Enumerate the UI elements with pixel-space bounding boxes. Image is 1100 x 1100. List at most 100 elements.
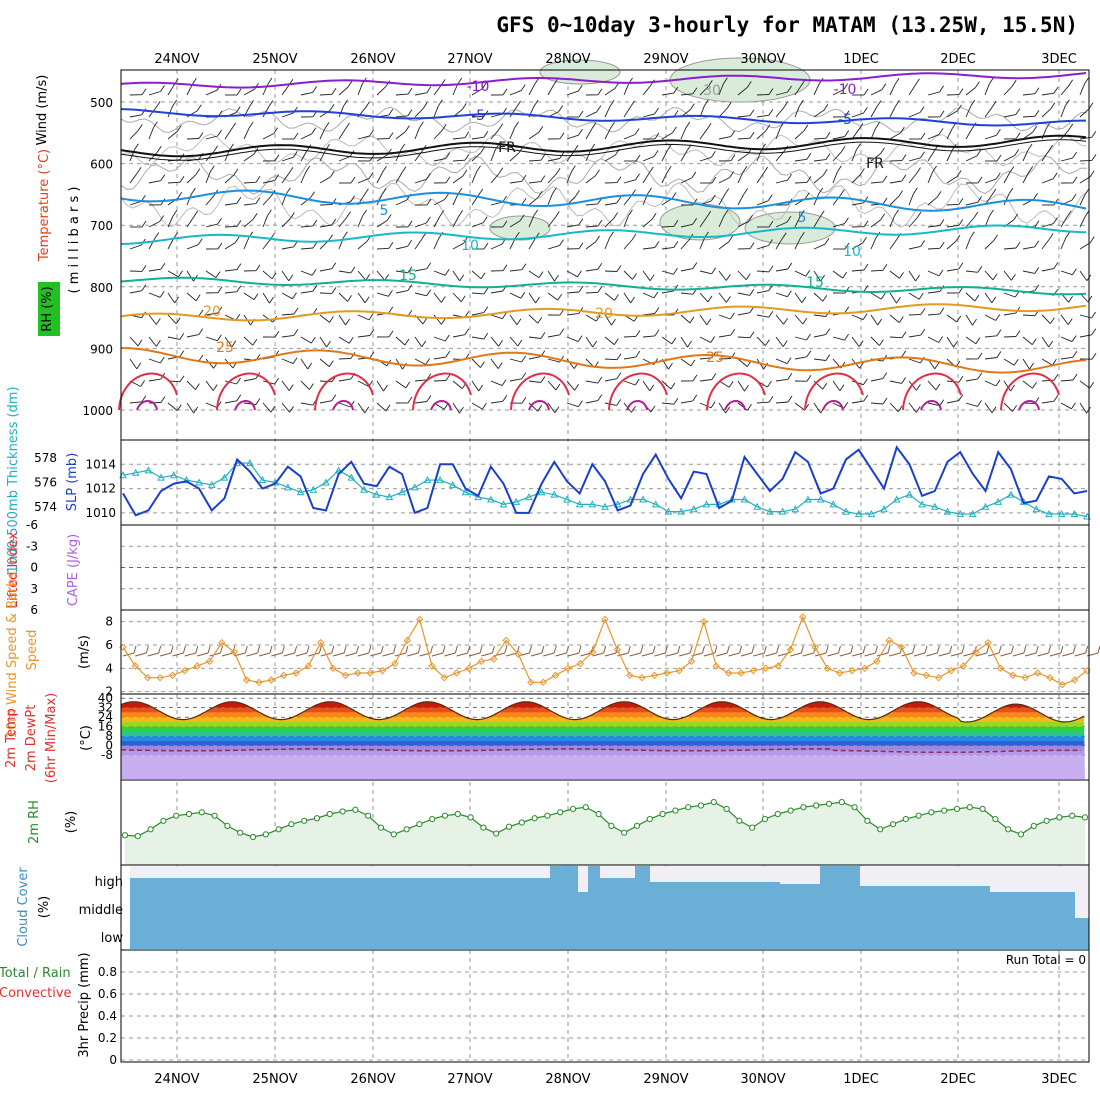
precip-ylabel-a: Total / Rain: [0, 966, 71, 981]
wind10-barb-flag: [467, 645, 471, 654]
wind-barb-flag: [1013, 359, 1019, 366]
wind-barb: [148, 268, 161, 272]
wind10-barb-flag: [1035, 645, 1039, 654]
wind-barb: [832, 171, 838, 184]
wind-barb-flag: [311, 269, 317, 276]
wind10-barb-flag: [1085, 645, 1089, 654]
wind-barb: [129, 358, 138, 370]
wind-barb-flag: [1072, 151, 1077, 159]
wind-barb: [1041, 239, 1050, 250]
rh2m-marker: [966, 804, 973, 811]
wind-barb-flag: [825, 354, 831, 361]
wind-barb: [566, 336, 579, 343]
wind-barb: [528, 196, 539, 206]
wind-barb-flag: [704, 99, 709, 107]
wind10-barb-flag: [294, 645, 298, 654]
wind-barb-flag: [991, 188, 997, 196]
wind-barb: [794, 84, 802, 96]
wind-barb-flag: [236, 88, 242, 96]
thickness-marker: [943, 507, 952, 515]
wind-barb: [946, 128, 953, 140]
wind10-barb: [641, 652, 654, 657]
wind-barb-flag: [460, 295, 466, 302]
wind-barb-flag: [533, 209, 539, 217]
wind-barb-flag: [197, 238, 203, 245]
wind-barb-flag: [691, 171, 697, 179]
wind-barb-flag: [153, 121, 158, 129]
wind-barb-flag: [516, 318, 522, 326]
wind-barb-flag: [520, 84, 526, 91]
wind-barb: [300, 133, 312, 140]
wind-barb: [205, 358, 214, 369]
wind-barb-flag: [404, 338, 410, 346]
wind-barb-flag: [630, 100, 635, 108]
wind10-barb: [889, 652, 901, 657]
wind-barb: [832, 380, 841, 392]
wind-barb-flag: [464, 153, 470, 161]
wind-barb-flag: [422, 102, 428, 109]
wind-barb: [433, 199, 445, 206]
wind-barb-flag: [502, 395, 508, 402]
wind-barb-flag: [368, 172, 374, 179]
wind-barb: [699, 336, 711, 343]
thickness-line: [122, 462, 1088, 518]
wind-barb-flag: [217, 286, 223, 293]
wind-barb: [680, 292, 693, 295]
wind-barb-flag: [707, 295, 713, 303]
wind-barb: [224, 128, 232, 140]
wind-barb: [889, 314, 900, 323]
isotherm-label: FR: [498, 140, 516, 156]
temp-ylabel-a: 2m Temp: [4, 708, 19, 768]
thickness-marker: [512, 497, 521, 505]
temp-band: [121, 701, 1085, 708]
wind10-barb-flag: [541, 645, 545, 654]
wind-barb: [357, 402, 366, 414]
date-label-bottom: 25NOV: [252, 1072, 297, 1087]
wind-barb-flag: [538, 271, 544, 278]
wind-barb-flag: [1091, 131, 1097, 138]
thickness-marker: [842, 507, 850, 515]
wind-barb-flag: [818, 187, 824, 195]
wind-barb: [205, 195, 215, 206]
wind-barb: [1060, 129, 1070, 140]
wind-barb: [433, 292, 442, 303]
wind-barb-flag: [159, 215, 165, 222]
wind10-barb: [357, 652, 369, 657]
wind10-barb-flag: [566, 645, 570, 654]
wind-barb: [984, 380, 997, 387]
wind-barb-flag: [671, 192, 677, 199]
wind-barb-flag: [176, 404, 182, 411]
temp-band: [121, 721, 1085, 727]
wind-barb: [243, 181, 257, 184]
wind-barb: [604, 358, 618, 361]
wind-barb: [338, 128, 346, 140]
wind-barb: [699, 292, 709, 303]
thickness-marker: [664, 507, 673, 515]
wind-barb: [414, 379, 427, 382]
wind-barb-flag: [364, 188, 369, 196]
wind-barb-flag: [268, 100, 274, 107]
wind-barb-flag: [768, 395, 774, 403]
wind-barb-flag: [407, 284, 413, 291]
wind10-barb: [332, 652, 345, 657]
isotherm-30: [804, 372, 864, 411]
wind-barb: [699, 129, 708, 140]
wind-barb: [680, 314, 691, 324]
rh2m-marker: [685, 804, 692, 811]
thickness-marker: [639, 495, 647, 503]
wind-barb-flag: [654, 307, 660, 314]
wind-barb-flag: [426, 262, 432, 269]
wind-barb: [794, 270, 806, 277]
wind-barb: [927, 291, 940, 294]
wind-barb-flag: [514, 231, 520, 239]
wind-barb: [889, 106, 896, 118]
wind10-marker: [292, 669, 300, 677]
wind10-marker: [823, 664, 832, 673]
wind-barb: [775, 292, 788, 298]
wind10-barb: [814, 652, 827, 657]
wind10-marker: [366, 669, 374, 677]
wind-barb-flag: [136, 167, 142, 174]
wind-barb: [471, 336, 484, 340]
isotherm-30: [118, 372, 178, 411]
wind-barb-flag: [445, 176, 451, 184]
